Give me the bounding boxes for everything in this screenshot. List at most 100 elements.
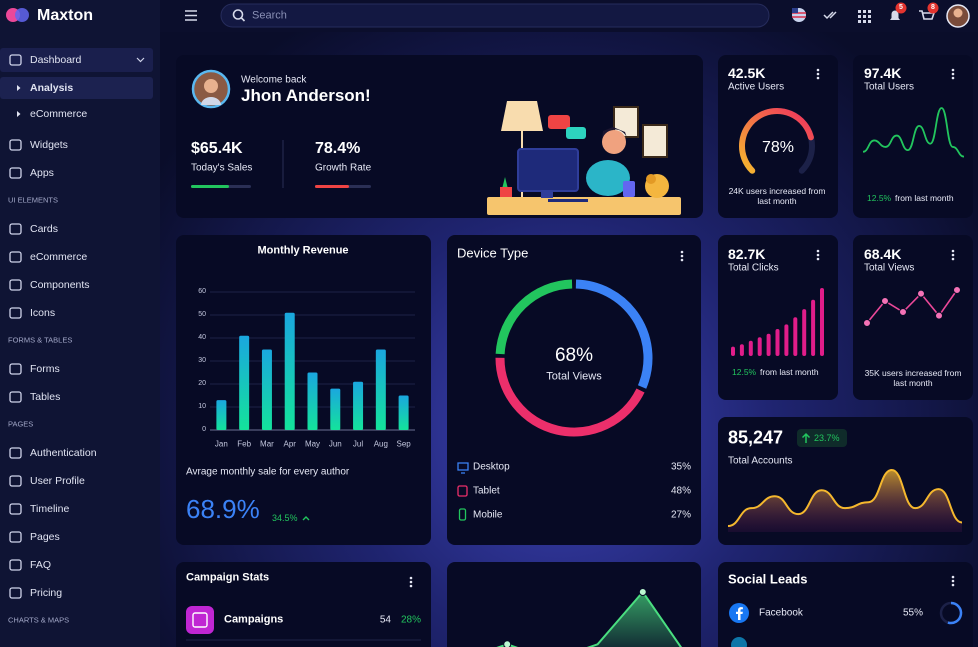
point (638, 588, 647, 596)
kpi-value: 82.7K (728, 245, 766, 262)
menu-item[interactable]: Pricing (30, 586, 63, 599)
menu-item[interactable]: Components (30, 278, 90, 291)
chevron-icon (136, 57, 145, 63)
area-fill (499, 592, 681, 647)
row-count: 54 (379, 614, 391, 626)
bell-icon[interactable] (890, 10, 900, 21)
circle (602, 130, 626, 154)
desktop-icon (457, 462, 469, 474)
circle (951, 575, 955, 579)
legend-label: Mobile (473, 509, 503, 521)
x-tick-label: Jan (214, 439, 228, 449)
menu-icon (9, 307, 22, 319)
logo (15, 8, 29, 22)
x-tick-label: Aug (373, 439, 388, 449)
bar (731, 346, 735, 356)
rect (487, 197, 681, 215)
total-views-card (853, 235, 973, 400)
campaign-icon (186, 606, 214, 634)
bar (766, 333, 771, 356)
menu-icon (9, 503, 22, 515)
campaign-icon (192, 612, 208, 628)
search-placeholder[interactable]: Search (252, 9, 287, 22)
kpi-change: 12.5% (732, 367, 757, 378)
menu-item[interactable]: Cards (30, 222, 59, 235)
circle (816, 253, 820, 257)
total-clicks-card (718, 235, 838, 400)
menu-item[interactable]: Icons (30, 306, 56, 319)
percent-change: 34.5% (272, 512, 298, 523)
rect (623, 181, 635, 197)
sidebar-heading: PAGES (8, 419, 34, 429)
card-title: Social Leads (728, 571, 808, 587)
menu-item[interactable]: Apps (30, 166, 54, 179)
point (899, 308, 907, 316)
bar (793, 317, 798, 356)
stat-label: Today's Sales (191, 162, 253, 174)
chart-caption: Avrage monthly sale for every author (186, 466, 350, 478)
chart-title: Monthly Revenue (257, 244, 349, 257)
y-tick-label: 50 (198, 310, 206, 318)
menu-item[interactable]: eCommerce (30, 250, 88, 263)
menu-item[interactable]: Forms (30, 362, 60, 375)
rect (500, 187, 512, 197)
menu-icon (9, 139, 22, 151)
x-tick-label: Feb (237, 439, 252, 449)
menu-item[interactable]: FAQ (30, 558, 52, 571)
notification-badge (895, 2, 907, 14)
search-bar[interactable] (220, 3, 770, 28)
x-tick-label: Jul (352, 439, 364, 449)
menu-icon[interactable] (185, 10, 197, 21)
ellipse (586, 160, 630, 196)
circle (951, 257, 955, 261)
circle (816, 249, 820, 253)
menu-item[interactable]: Dashboard (30, 53, 82, 66)
kpi-change: 23.7% (814, 432, 840, 443)
legend-value: 48% (670, 485, 691, 497)
rect (541, 191, 553, 198)
row-name: Facebook (759, 607, 803, 619)
circle (680, 250, 684, 254)
kpi-label: Total Users (864, 81, 915, 93)
sidebar-background (0, 0, 160, 647)
line (727, 468, 963, 528)
x-tick-label: Mar (260, 439, 274, 449)
donut-center-label: Total Views (546, 370, 602, 383)
menu-item[interactable]: User Profile (30, 474, 85, 487)
menu-item[interactable]: Widgets (30, 138, 68, 151)
kebab-icons[interactable] (409, 68, 955, 588)
kpi-note: from last month (760, 367, 819, 378)
x-tick-label: May (304, 439, 321, 449)
donut-segment (575, 279, 653, 389)
circle (816, 72, 820, 76)
circle (816, 76, 820, 80)
kpi-note: from last month (895, 193, 954, 204)
cart-count: 8 (931, 3, 935, 11)
apps-icon[interactable] (858, 10, 871, 23)
point (917, 289, 925, 298)
legend-label: Desktop (473, 461, 510, 473)
bar (216, 400, 227, 430)
menu-item[interactable]: Timeline (30, 502, 70, 515)
bar (820, 288, 824, 356)
submenu-item[interactable]: eCommerce (30, 107, 88, 120)
menu-item[interactable]: Pages (30, 530, 60, 543)
submenu-item[interactable]: Analysis (30, 81, 74, 94)
bar (353, 381, 364, 430)
up-arrow-icon (302, 516, 310, 521)
menu-icon (9, 531, 22, 543)
circle (951, 68, 955, 72)
menu-item[interactable]: Tables (30, 390, 61, 403)
bar (375, 349, 386, 430)
circle (951, 76, 955, 80)
active-item-bg (0, 48, 153, 72)
y-tick-label: 60 (198, 287, 206, 295)
menu-item[interactable]: Authentication (30, 446, 97, 459)
bar (330, 388, 341, 430)
ring-value (947, 601, 963, 625)
y-tick-label: 10 (198, 402, 206, 410)
row-name: Campaigns (224, 613, 284, 626)
bar (284, 312, 295, 430)
menu-icon (9, 279, 22, 291)
check-icon[interactable] (823, 11, 837, 20)
